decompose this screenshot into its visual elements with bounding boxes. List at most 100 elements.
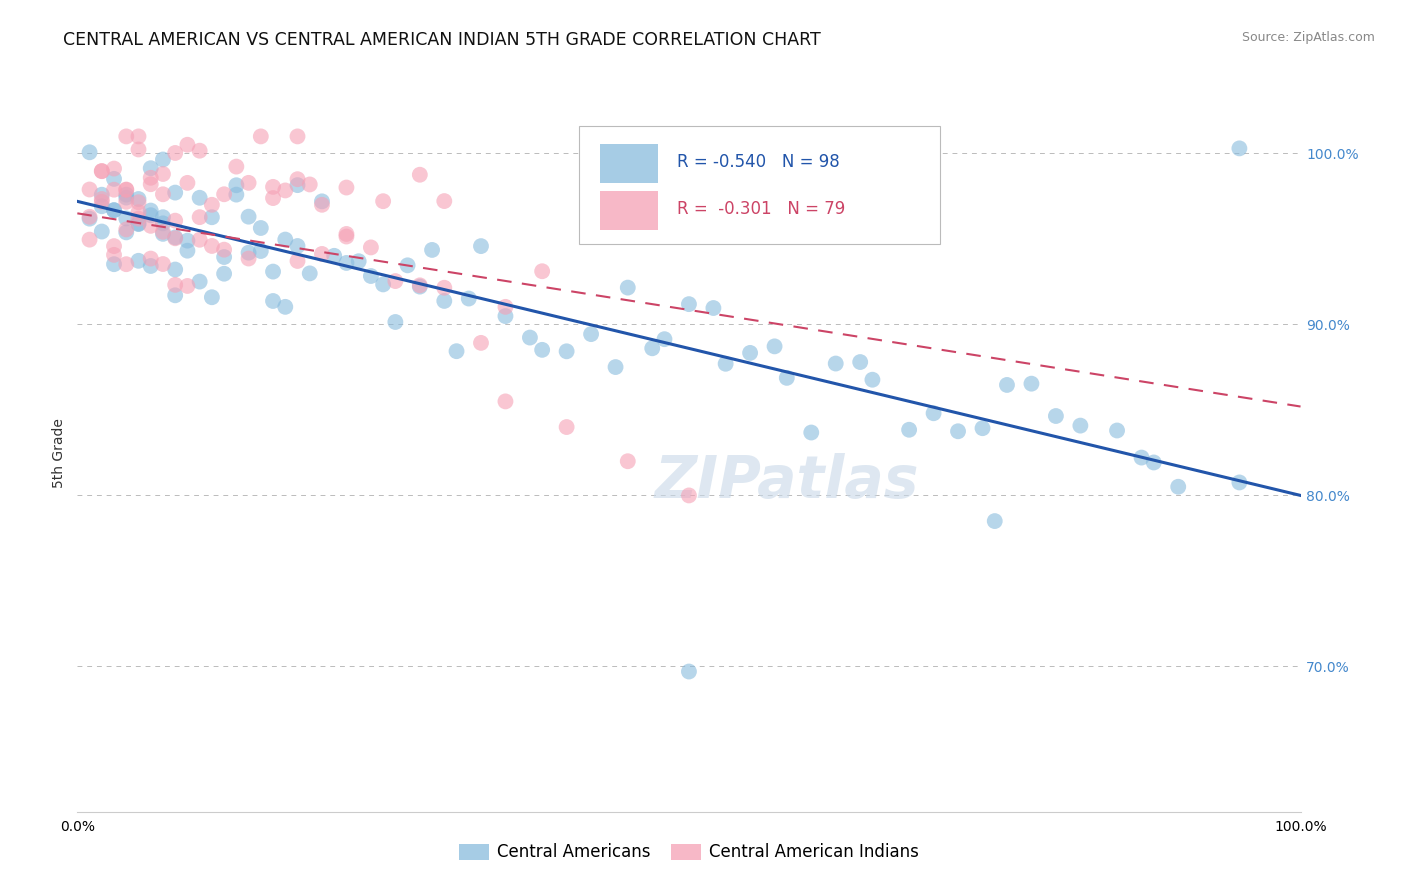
FancyBboxPatch shape	[599, 144, 658, 184]
Point	[127, 217, 149, 231]
Point	[420, 243, 443, 257]
Point	[1045, 409, 1067, 423]
Point	[127, 253, 149, 268]
Point	[347, 254, 370, 268]
Point	[972, 421, 994, 435]
Point	[103, 203, 125, 218]
Point	[115, 183, 138, 197]
Point	[212, 250, 235, 264]
Point	[641, 341, 664, 355]
Point	[702, 301, 724, 315]
Point	[555, 420, 578, 434]
Point	[311, 194, 333, 209]
Point	[519, 330, 541, 344]
Point	[103, 239, 125, 253]
Point	[188, 144, 211, 158]
Point	[740, 346, 762, 360]
Point	[103, 248, 125, 262]
Point	[238, 252, 260, 266]
Point	[165, 145, 187, 160]
Point	[678, 297, 700, 311]
Point	[335, 180, 357, 194]
Point	[115, 187, 138, 202]
Point	[287, 178, 309, 193]
Point	[165, 262, 187, 277]
Point	[139, 208, 162, 222]
Point	[90, 187, 112, 202]
Point	[127, 129, 149, 144]
Point	[103, 203, 125, 218]
Point	[1143, 455, 1166, 469]
Point	[433, 281, 456, 295]
Point	[152, 225, 174, 239]
Point	[274, 233, 297, 247]
Point	[165, 213, 187, 227]
Text: CENTRAL AMERICAN VS CENTRAL AMERICAN INDIAN 5TH GRADE CORRELATION CHART: CENTRAL AMERICAN VS CENTRAL AMERICAN IND…	[63, 31, 821, 49]
Point	[714, 357, 737, 371]
Point	[409, 279, 432, 293]
Point	[201, 239, 224, 253]
Point	[1130, 450, 1153, 465]
Point	[617, 280, 640, 294]
Point	[176, 234, 198, 248]
Point	[139, 219, 162, 233]
Point	[360, 240, 382, 254]
Point	[103, 183, 125, 197]
Point	[188, 275, 211, 289]
Point	[409, 168, 432, 182]
Point	[360, 268, 382, 283]
Point	[127, 143, 149, 157]
Point	[212, 243, 235, 257]
Point	[165, 277, 187, 292]
Point	[165, 186, 187, 200]
Point	[470, 335, 492, 350]
Point	[579, 327, 602, 342]
Point	[188, 210, 211, 224]
Point	[371, 277, 394, 292]
Point	[457, 292, 479, 306]
Point	[176, 244, 198, 258]
Point	[1107, 424, 1129, 438]
Point	[776, 371, 799, 385]
Point	[396, 258, 419, 272]
Point	[495, 309, 517, 323]
Point	[176, 137, 198, 152]
Point	[139, 161, 162, 176]
Point	[225, 160, 247, 174]
Point	[654, 332, 676, 346]
Point	[139, 252, 162, 266]
Point	[800, 425, 823, 440]
Point	[127, 211, 149, 226]
Point	[90, 164, 112, 178]
Point	[323, 249, 346, 263]
Point	[433, 293, 456, 308]
Point	[152, 187, 174, 202]
Point	[115, 194, 138, 209]
Point	[446, 344, 468, 359]
Point	[335, 227, 357, 241]
Text: R =  -0.301   N = 79: R = -0.301 N = 79	[676, 200, 845, 218]
Point	[250, 244, 273, 258]
Point	[79, 210, 101, 224]
Point	[188, 233, 211, 247]
Point	[678, 488, 700, 502]
Point	[371, 194, 394, 209]
Text: R = -0.540   N = 98: R = -0.540 N = 98	[676, 153, 839, 171]
Point	[1167, 480, 1189, 494]
Point	[1021, 376, 1043, 391]
Point	[201, 211, 224, 225]
Point	[250, 129, 273, 144]
Point	[79, 182, 101, 196]
Point	[250, 221, 273, 235]
Point	[79, 233, 101, 247]
Point	[433, 194, 456, 208]
Point	[946, 424, 969, 438]
Point	[152, 216, 174, 230]
Point	[287, 129, 309, 144]
Point	[225, 178, 247, 193]
Point	[103, 161, 125, 176]
Point	[287, 239, 309, 253]
Point	[115, 191, 138, 205]
Point	[152, 153, 174, 167]
Point	[262, 293, 284, 308]
